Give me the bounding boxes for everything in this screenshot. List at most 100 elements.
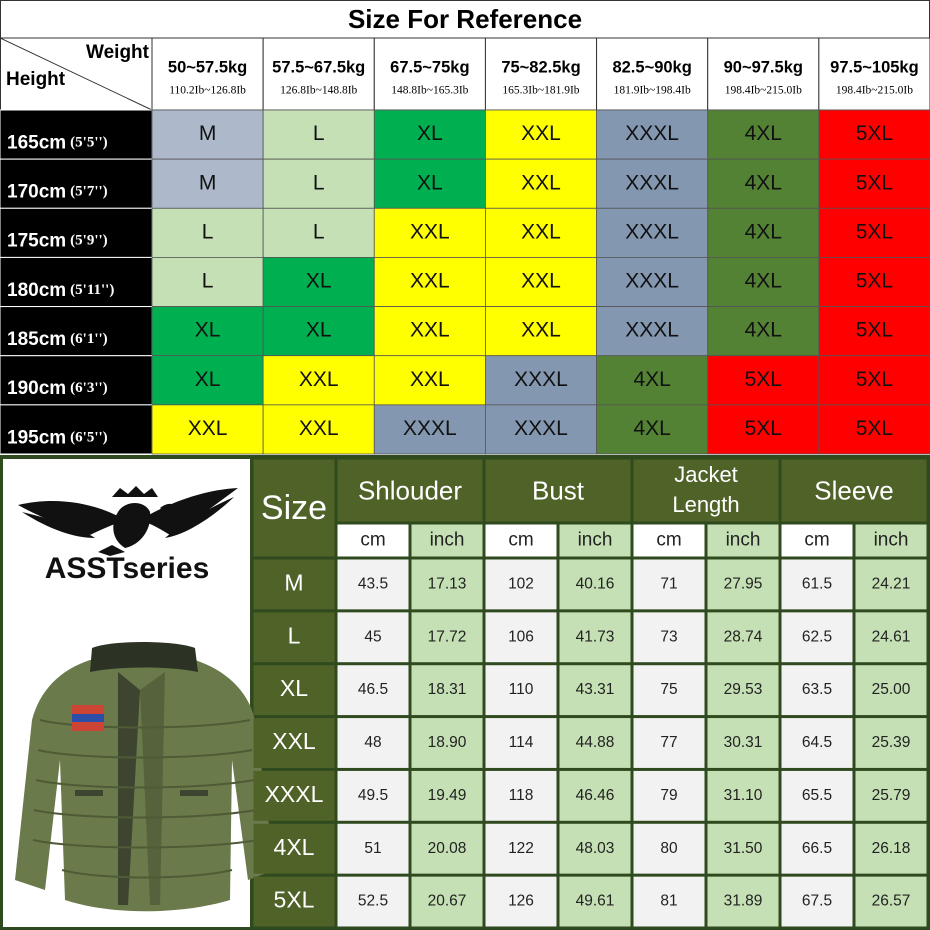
measure-cell [781, 559, 853, 610]
measure-value: 43.5 [358, 576, 388, 593]
measure-cell [633, 612, 705, 663]
size-row-cell [253, 876, 335, 927]
measure-value: 66.5 [802, 840, 832, 857]
size-cell [596, 355, 709, 406]
measure-value: 18.31 [428, 681, 467, 698]
height-label: 175cm (5'9'') [7, 231, 108, 252]
measure-value: 46.5 [358, 681, 388, 698]
size-cell [262, 355, 375, 406]
measure-value: 43.31 [576, 681, 615, 698]
measure-cell [411, 770, 483, 821]
measure-cell [781, 612, 853, 663]
measure-value: 126 [508, 893, 534, 910]
unit-header-cell [855, 524, 927, 557]
measure-cell [707, 559, 779, 610]
height-cm: 195cm [7, 427, 66, 448]
size-cell [485, 404, 597, 455]
size-value: XL [306, 319, 332, 342]
measure-value: 67.5 [802, 893, 832, 910]
measure-value: 51 [364, 840, 381, 857]
size-cell [596, 306, 709, 357]
size-value: XXL [521, 270, 561, 293]
height-cell [0, 256, 153, 308]
size-value: XXXL [625, 171, 679, 194]
size-value: XXXL [403, 417, 457, 440]
size-cell [818, 257, 930, 307]
measure-cell [337, 718, 409, 768]
size-value: 4XL [745, 270, 782, 293]
size-value: XXXL [514, 368, 568, 391]
measure-value: 73 [660, 628, 677, 645]
size-value: XXL [410, 319, 450, 342]
measure-cell [781, 718, 853, 768]
measure-cell [485, 823, 557, 874]
measure-value: 40.16 [576, 576, 615, 593]
weight-kg: 50~57.5kg [168, 58, 247, 76]
measure-cell [559, 665, 631, 716]
height-imperial: (6'5'') [70, 430, 108, 446]
measure-cell [411, 823, 483, 874]
height-cm: 175cm [7, 231, 66, 252]
measure-cell [411, 612, 483, 663]
measure-value: 46.46 [576, 787, 615, 804]
unit-header-cell [633, 524, 705, 557]
size-row-cell [253, 665, 335, 716]
size-value: XXL [410, 220, 450, 243]
pocket [75, 790, 103, 796]
flag-stripe [72, 714, 104, 722]
measure-value: 25.79 [872, 787, 911, 804]
size-cell [707, 404, 820, 455]
weight-lb: 165.3Ib~181.9Ib [502, 85, 579, 97]
measure-value: 48.03 [576, 840, 615, 857]
size-header-cell [253, 459, 335, 557]
measure-cell [485, 718, 557, 768]
measure-cell [559, 770, 631, 821]
measure-cell [559, 559, 631, 610]
size-value: 5XL [856, 220, 893, 243]
weight-header-cell [262, 37, 375, 111]
unit-header-cell [559, 524, 631, 557]
group-header: Bust [532, 475, 585, 505]
measure-value: 61.5 [802, 576, 832, 593]
size-cell [373, 109, 486, 160]
measure-cell [485, 876, 557, 927]
unit-header-cell [707, 524, 779, 557]
size-value: XXXL [625, 319, 679, 342]
measure-cell [707, 770, 779, 821]
measure-value: 20.08 [428, 840, 467, 857]
measure-cell [559, 876, 631, 927]
measure-value: 79 [660, 787, 677, 804]
measure-cell [781, 876, 853, 927]
weight-kg: 90~97.5kg [724, 58, 803, 76]
measure-cell [411, 665, 483, 716]
size-row-cell [253, 612, 335, 663]
measure-cell [633, 770, 705, 821]
measure-value: 114 [509, 734, 534, 751]
height-cm: 180cm [7, 280, 66, 301]
height-cm: 170cm [7, 182, 66, 203]
weight-kg: 57.5~67.5kg [272, 58, 365, 76]
height-cell [0, 404, 153, 455]
measure-cell [781, 770, 853, 821]
unit-header: cm [804, 530, 829, 551]
measure-cell [411, 876, 483, 927]
unit-header: cm [508, 530, 533, 551]
measure-cell [633, 559, 705, 610]
size-cell [373, 158, 486, 209]
size-cell [596, 257, 709, 307]
size-cell [262, 158, 375, 209]
size-cell [707, 257, 820, 307]
size-cell [707, 207, 820, 258]
size-row-label: 4XL [274, 834, 315, 860]
size-row-cell [253, 559, 335, 610]
size-row-label: XXL [272, 728, 316, 754]
size-value: L [313, 171, 325, 194]
size-value: 5XL [856, 270, 893, 293]
size-value: XXL [410, 368, 450, 391]
size-cell [485, 207, 597, 258]
measure-value: 118 [509, 787, 534, 804]
height-imperial: (5'11'') [70, 282, 114, 298]
size-cell [151, 306, 264, 357]
measure-cell [855, 612, 927, 663]
group-header-cell [485, 459, 631, 522]
